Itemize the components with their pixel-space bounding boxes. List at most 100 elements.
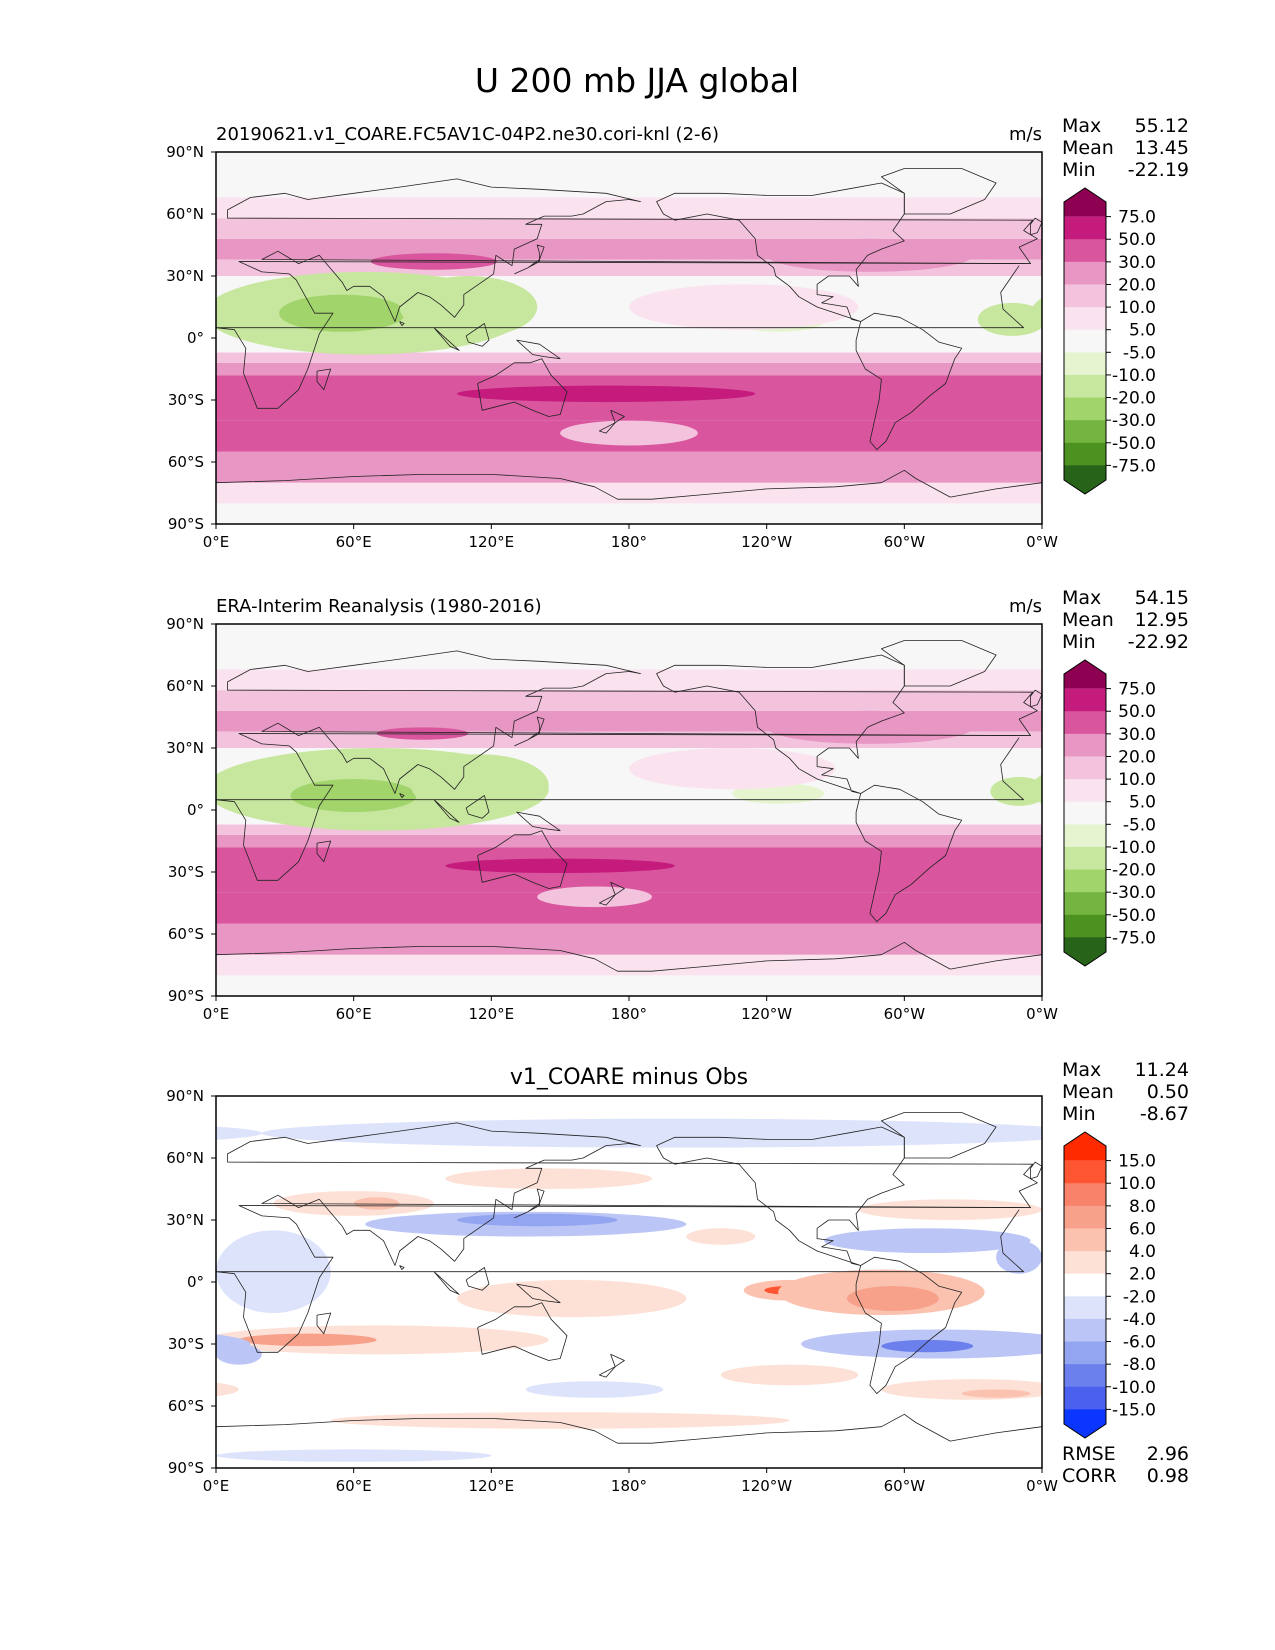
- contour-feature: [961, 1389, 1031, 1398]
- coastline: [227, 178, 1038, 322]
- contour-feature: [1203, 727, 1275, 739]
- colorbar-label: 6.0: [1129, 1219, 1156, 1239]
- colorbar-cell: [1064, 1341, 1106, 1365]
- coastline: [855, 312, 963, 451]
- stat-label: Min: [1062, 159, 1096, 181]
- colorbar-cell: [1064, 1296, 1106, 1320]
- x-tick-label: 120°W: [741, 533, 792, 551]
- contour-feature: [977, 302, 1042, 336]
- colorbar-cell: [1064, 1228, 1106, 1252]
- contour-feature: [0, 1280, 10, 1301]
- colorbar-cell: [1064, 937, 1106, 966]
- contour-feature: [21, 1286, 113, 1311]
- x-tick-label: 120°W: [741, 1477, 792, 1495]
- colorbar: 15.010.0 8.06.0 4.0 2.0-2.0 -4.0 -6.0-8.0 -10.…: [1063, 1131, 1156, 1439]
- coastline: [516, 339, 561, 360]
- colorbar-cell: [1064, 216, 1106, 240]
- contour-feature: [629, 748, 836, 790]
- colorbar-label: -75.0: [1112, 456, 1156, 476]
- stat-value: 12.95: [1135, 609, 1189, 631]
- colorbar-label: -20.0: [1112, 861, 1156, 881]
- colorbar-cell: [1064, 420, 1106, 444]
- coastline: [216, 1205, 1031, 1353]
- coastline: [433, 1271, 460, 1295]
- contour-feature: [1271, 859, 1275, 873]
- colorbar-label: 8.0: [1129, 1197, 1156, 1217]
- contour-band: [216, 669, 1042, 691]
- coastline: [316, 368, 332, 391]
- colorbar-label: 15.0: [1118, 1152, 1156, 1172]
- contour-feature: [216, 1382, 239, 1397]
- contour-feature: [0, 1228, 205, 1253]
- contour-feature: [858, 1199, 1042, 1220]
- coastline: [514, 244, 545, 275]
- contour-feature: [1226, 276, 1275, 338]
- colorbar-label: 75.0: [1118, 680, 1156, 700]
- colorbar-label: -6.0: [1123, 1333, 1156, 1353]
- contour-band: [216, 451, 1042, 483]
- coastline: [855, 1256, 963, 1394]
- contour-feature: [456, 1213, 618, 1227]
- panel-title-left: 20190621.v1_COARE.FC5AV1C-04P2.ne30.cori…: [216, 124, 719, 145]
- contour-feature: [238, 1333, 377, 1347]
- coastline: [433, 799, 460, 823]
- x-tick-label: 0°E: [203, 1005, 230, 1023]
- contour-band: [216, 824, 1042, 835]
- stat-value: 2.96: [1147, 1443, 1189, 1465]
- coastline: [881, 168, 997, 215]
- colorbar-label: 10.0: [1118, 1174, 1156, 1194]
- coastline: [216, 469, 1042, 500]
- colorbar-cell: [1064, 397, 1106, 421]
- colorbar-label: -20.0: [1112, 389, 1156, 409]
- stat-value: 0.50: [1147, 1081, 1189, 1103]
- x-tick-label: 60°W: [884, 533, 926, 551]
- contour-feature: [766, 710, 974, 744]
- colorbar-cell: [1064, 892, 1106, 916]
- coastline: [656, 654, 905, 794]
- colorbar-label: -5.0: [1123, 343, 1156, 363]
- contour-feature: [1197, 253, 1275, 270]
- contour-band: [216, 923, 1042, 955]
- colorbar-label: 4.0: [1129, 1242, 1156, 1262]
- stat-value: 55.12: [1135, 115, 1189, 137]
- stat-value: 11.24: [1135, 1059, 1189, 1081]
- colorbar-label: -15.0: [1112, 1400, 1156, 1420]
- colorbar-outline: [1063, 1131, 1107, 1439]
- colorbar-outline: [1063, 187, 1107, 495]
- x-tick-label: 120°E: [469, 1477, 515, 1495]
- contour-feature: [766, 238, 974, 272]
- y-tick-label: 60°S: [168, 453, 204, 471]
- colorbar-cell: [1064, 1318, 1106, 1343]
- contour-feature: [824, 1228, 1031, 1254]
- colorbar-label: 50.0: [1118, 702, 1156, 722]
- x-tick-label: 120°E: [469, 533, 515, 551]
- panel-units: m/s: [1009, 124, 1042, 145]
- x-tick-label: 180°: [611, 533, 647, 551]
- colorbar-cell: [1064, 824, 1106, 848]
- contour-band: [216, 482, 1042, 504]
- contour-feature: [0, 748, 10, 789]
- contour-feature: [216, 311, 221, 328]
- colorbar-cell: [1064, 329, 1106, 353]
- colorbar-label: 75.0: [1118, 208, 1156, 228]
- colorbar-label: -4.0: [1123, 1310, 1156, 1330]
- contour-feature: [0, 284, 32, 329]
- coastline: [316, 840, 332, 863]
- stat-label: CORR: [1062, 1465, 1117, 1487]
- colorbar-cell: [1064, 914, 1106, 938]
- y-tick-label: 30°S: [168, 391, 204, 409]
- coastline: [216, 733, 1031, 881]
- coastline: [610, 1353, 625, 1368]
- coastline: [227, 1122, 1038, 1266]
- colorbar-label: 10.0: [1118, 298, 1156, 318]
- contour-feature: [399, 276, 538, 338]
- stat-value: 54.15: [1135, 587, 1189, 609]
- colorbar-label: 20.0: [1118, 275, 1156, 295]
- colorbar-cell: [1064, 188, 1106, 217]
- x-tick-label: 60°E: [336, 1477, 372, 1495]
- contour-feature: [370, 253, 498, 270]
- y-tick-label: 60°N: [166, 1149, 204, 1167]
- colorbar-label: -30.0: [1112, 411, 1156, 431]
- map-field: [0, 152, 1275, 524]
